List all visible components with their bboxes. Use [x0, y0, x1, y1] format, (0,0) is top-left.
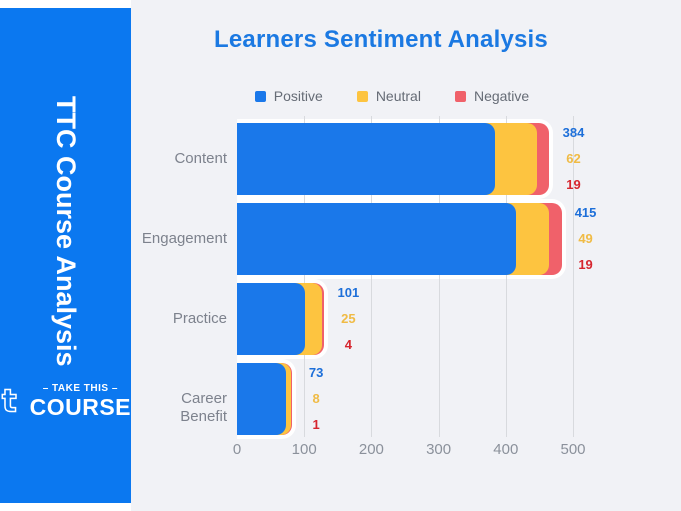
- legend-swatch-positive-icon: [254, 90, 266, 102]
- bar-content-positive: [237, 123, 496, 195]
- x-tick-300: 300: [426, 441, 452, 458]
- legend-label: Negative: [473, 88, 530, 104]
- value-label-career-benefit-neutral: 8: [312, 391, 320, 406]
- category-label-engagement: Engagement: [141, 230, 227, 247]
- value-labels-practice: 101 25 4: [334, 280, 362, 358]
- gridline-200: [371, 116, 373, 437]
- value-label-engagement-neutral: 49: [578, 231, 593, 246]
- category-label-content: Content: [174, 150, 227, 167]
- x-tick-0: 0: [232, 441, 242, 458]
- value-labels-career-benefit: 73 8 1: [302, 360, 330, 438]
- category-label-practice: Practice: [172, 310, 227, 327]
- bar-engagement-positive: [237, 203, 516, 275]
- gridline-500: [573, 116, 574, 437]
- chart-panel: Learners Sentiment Analysis Positive Neut…: [131, 0, 681, 511]
- value-label-engagement-positive: 415: [574, 205, 597, 220]
- brand-logo: t – TAKE THIS – COURSE: [0, 372, 131, 430]
- gridline-100: [304, 116, 306, 437]
- legend-label: Neutral: [375, 88, 421, 104]
- ttc-logo-icon: t: [1, 383, 17, 420]
- x-tick-400: 400: [493, 441, 519, 458]
- legend-label: Positive: [273, 88, 323, 104]
- logo-t-glyph: t: [2, 384, 17, 420]
- logo-text: – TAKE THIS – COURSE: [30, 383, 131, 419]
- legend: Positive Neutral Negative: [117, 88, 667, 104]
- x-tick-100: 100: [291, 441, 317, 458]
- value-label-career-benefit-positive: 73: [308, 365, 324, 380]
- chart-title: Learners Sentiment Analysis: [214, 26, 548, 53]
- gridline-300: [438, 116, 440, 437]
- bar-practice-positive: [237, 283, 305, 355]
- legend-swatch-neutral-icon: [356, 90, 368, 102]
- sidebar: TTC Course Analysis t – TAKE THIS – COUR…: [0, 8, 131, 503]
- value-label-content-negative: 19: [566, 177, 581, 192]
- value-labels-content: 384 62 19: [559, 120, 587, 198]
- legend-swatch-negative-icon: [454, 90, 466, 102]
- x-tick-500: 500: [560, 441, 586, 458]
- logo-tagline: – TAKE THIS –: [42, 382, 118, 394]
- value-label-practice-positive: 101: [337, 285, 360, 300]
- legend-item-negative: Negative: [454, 88, 530, 104]
- value-label-career-benefit-negative: 1: [312, 417, 320, 432]
- plot-area: Content Engagement Practice Career Benefit 3…: [131, 0, 681, 511]
- legend-item-neutral: Neutral: [356, 88, 421, 104]
- category-label-career-benefit: Career Benefit: [180, 390, 227, 425]
- logo-name: COURSE: [29, 393, 131, 420]
- gridline-400: [505, 116, 507, 437]
- value-label-practice-negative: 4: [344, 337, 352, 352]
- legend-item-positive: Positive: [254, 88, 323, 104]
- value-label-content-neutral: 62: [566, 151, 581, 166]
- x-tick-200: 200: [358, 441, 384, 458]
- value-label-engagement-negative: 19: [578, 257, 593, 272]
- value-label-practice-neutral: 25: [341, 311, 356, 326]
- value-labels-engagement: 415 49 19: [572, 200, 600, 278]
- bar-career-benefit-positive: [237, 363, 287, 435]
- value-label-content-positive: 384: [562, 125, 585, 140]
- sidebar-vertical-title: TTC Course Analysis: [51, 96, 81, 367]
